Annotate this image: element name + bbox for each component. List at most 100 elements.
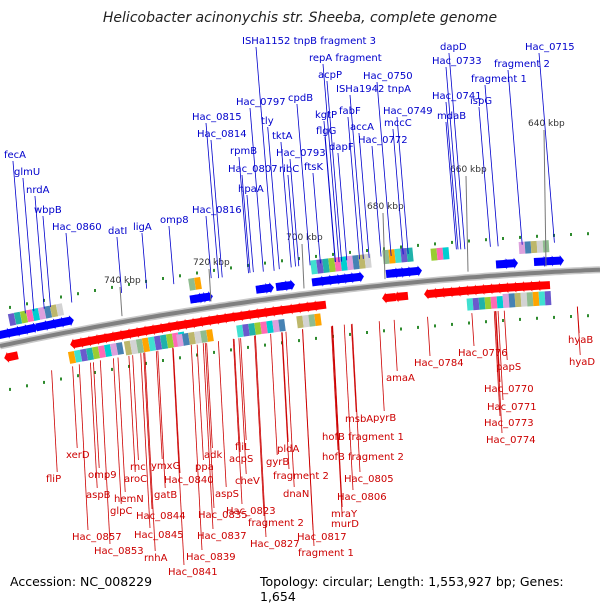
reverse-gene-arrow — [4, 351, 19, 363]
tick-mark — [111, 285, 113, 289]
forward-gene-label: hpaA — [238, 184, 264, 195]
reverse-gene-label: hyaB — [568, 335, 593, 346]
reverse-gene-label: Hac_0773 — [484, 418, 534, 429]
reverse-gene-label: fliP — [46, 474, 61, 485]
feature-block — [129, 339, 139, 355]
kbp-tick — [543, 129, 547, 267]
feature-block — [388, 249, 396, 264]
feature-block — [79, 348, 89, 362]
reverse-leader-line — [254, 335, 265, 517]
forward-gene-label: mdaB — [437, 111, 466, 122]
tick-mark — [349, 250, 351, 254]
tick-mark — [247, 345, 249, 349]
reverse-leader-line — [190, 344, 203, 551]
tick-mark — [451, 240, 453, 244]
reverse-leader-line — [218, 341, 227, 488]
feature-block — [430, 248, 438, 261]
forward-gene-label: flgG — [316, 126, 336, 137]
tick-mark — [162, 277, 164, 280]
reverse-gene-label: Hac_0837 — [197, 531, 247, 542]
tick-mark — [128, 364, 130, 368]
reverse-leader-line — [157, 350, 166, 489]
forward-gene-arrow — [280, 279, 295, 291]
forward-leader-line — [238, 156, 249, 274]
reverse-gene-arrow — [536, 280, 551, 292]
feature-block — [314, 313, 322, 327]
forward-gene-label: rpmB — [230, 146, 257, 157]
reverse-gene-label: Hac_0841 — [168, 567, 218, 578]
reverse-gene-label: gyrB — [266, 457, 289, 468]
reverse-gene-label: pyrB — [373, 413, 396, 424]
reverse-gene-label: aspS — [215, 489, 239, 500]
reverse-gene-label: dnaN — [283, 489, 309, 500]
reverse-gene-label: fragment 1 — [298, 548, 354, 559]
feature-block — [43, 305, 53, 319]
feature-block — [536, 240, 544, 253]
kbp-tick — [465, 175, 469, 272]
reverse-gene-label: fragment 2 — [273, 471, 329, 482]
forward-gene-arrow — [198, 291, 213, 303]
reverse-gene-label: Hac_0845 — [134, 530, 184, 541]
tick-mark — [264, 343, 266, 347]
feature-block — [478, 297, 486, 310]
forward-leader-line — [371, 145, 382, 257]
reverse-gene-label: Hac_0817 — [297, 532, 347, 543]
forward-gene-arrow — [259, 282, 274, 294]
reverse-gene-label: mraY — [331, 509, 358, 520]
tick-mark — [315, 336, 317, 340]
reverse-leader-line — [132, 355, 139, 461]
reverse-leader-line — [143, 352, 153, 510]
reverse-leader-line — [204, 342, 215, 509]
forward-leader-line — [246, 194, 254, 273]
forward-leader-line — [312, 172, 321, 264]
reverse-leader-line — [90, 362, 98, 489]
forward-leader-line — [507, 69, 523, 245]
tick-mark — [9, 387, 11, 391]
forward-leader-line — [289, 158, 300, 267]
reverse-gene-label: msbA — [345, 414, 373, 425]
reverse-leader-line — [393, 319, 398, 372]
feature-block — [7, 313, 17, 326]
forward-gene-label: Hac_0814 — [197, 129, 247, 140]
tick-mark — [196, 271, 198, 275]
forward-leader-line — [267, 126, 280, 270]
feature-block — [55, 303, 65, 317]
forward-leader-line — [326, 80, 343, 262]
forward-gene-label: fabF — [339, 106, 361, 117]
feature-block — [67, 350, 77, 364]
tick-mark — [298, 257, 300, 261]
feature-block — [49, 304, 59, 318]
reverse-gene-label: Hac_0774 — [486, 435, 536, 446]
feature-block — [194, 331, 202, 344]
forward-gene-label: nrdA — [26, 185, 50, 196]
reverse-leader-line — [78, 364, 89, 531]
backbone — [0, 267, 600, 348]
feature-block — [526, 292, 534, 307]
feature-block — [518, 241, 526, 254]
tick-mark — [434, 324, 436, 328]
reverse-leader-line — [343, 324, 354, 491]
reverse-leader-line — [202, 343, 214, 530]
forward-genes — [0, 255, 564, 340]
forward-leader-line — [22, 177, 35, 312]
feature-block — [31, 308, 41, 321]
tick-mark — [111, 367, 113, 371]
reverse-leader-line — [427, 316, 431, 357]
feature-block — [328, 257, 336, 273]
tick-mark — [451, 322, 453, 326]
tick-mark — [60, 295, 62, 299]
tick-mark — [43, 298, 45, 302]
feature-block — [340, 256, 348, 271]
forward-leader-line — [205, 215, 212, 279]
tick-mark — [145, 361, 147, 365]
tick-mark — [179, 356, 181, 360]
forward-gene-label: dapF — [329, 142, 354, 153]
forward-gene-label: ribC — [279, 164, 299, 175]
forward-gene-label: dapD — [440, 42, 467, 53]
forward-gene-label: omp8 — [160, 215, 189, 226]
tick-mark — [230, 348, 232, 352]
reverse-leader-line — [140, 353, 151, 529]
forward-leader-line — [210, 139, 223, 278]
forward-gene-label: Hac_0793 — [276, 148, 326, 159]
